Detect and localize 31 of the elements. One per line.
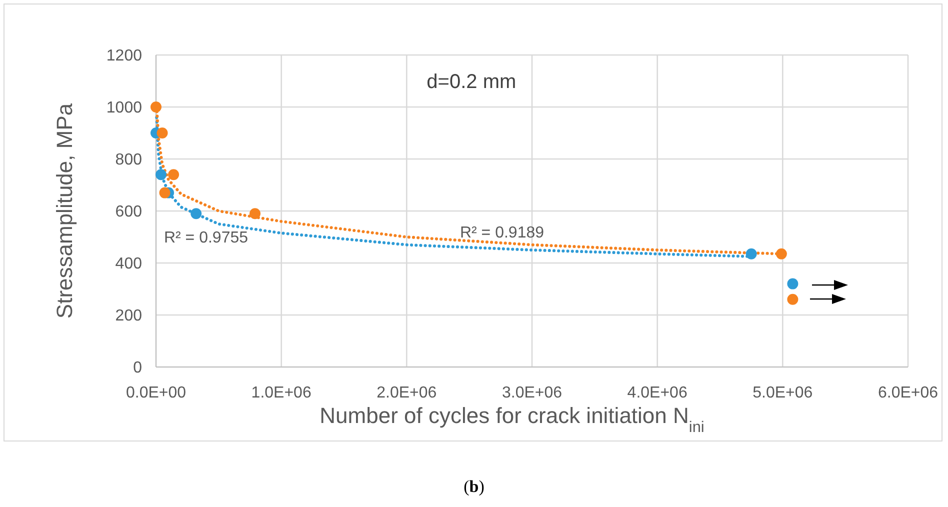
y-tick-label: 0 (133, 360, 142, 377)
y-tick-label: 200 (115, 308, 142, 325)
y-axis-title: Stressamplitude, MPa (52, 102, 77, 319)
point (787, 278, 798, 290)
x-tick-label: 1.0E+06 (251, 384, 312, 402)
point (150, 102, 162, 112)
point (746, 248, 757, 260)
point (168, 169, 180, 180)
x-tick-label: 0.0E+00 (126, 384, 186, 402)
annotation: d=0.2 mm (426, 71, 516, 93)
x-tick-label: 5.0E+06 (752, 384, 813, 402)
point (776, 248, 787, 260)
x-axis-title: Number of cycles for crack initiation N$_{ini}$ (320, 403, 704, 436)
point (787, 294, 798, 305)
annotation: R² = 0.9189 (460, 224, 544, 242)
x-tick-label: 3.0E+06 (502, 384, 562, 402)
y-tick-label: 600 (115, 204, 142, 221)
y-tick-label: 400 (115, 256, 142, 273)
y-tick-label: 1000 (106, 100, 142, 117)
point (156, 169, 167, 180)
x-tick-label: 6.0E+06 (878, 384, 938, 402)
point (159, 187, 170, 198)
y-tick-label: 800 (115, 152, 142, 169)
x-tick-label: 4.0E+06 (627, 384, 688, 402)
point (250, 208, 261, 220)
point (190, 208, 202, 220)
x-tick-label: 2.0E+06 (376, 384, 437, 402)
annotation: R² = 0.9755 (164, 230, 248, 247)
y-tick-label: 1200 (106, 48, 142, 65)
point (156, 128, 168, 138)
text: (b) (464, 477, 484, 496)
